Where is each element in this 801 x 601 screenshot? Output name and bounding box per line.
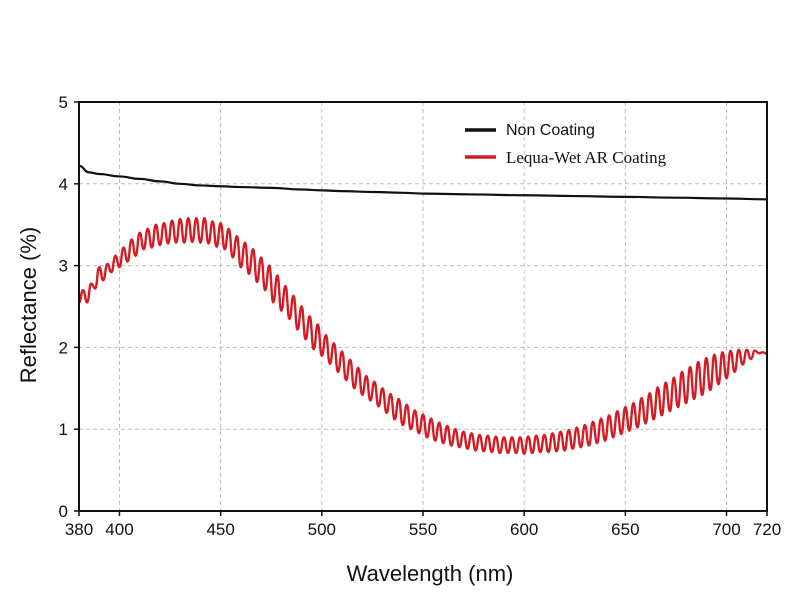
series-line-non-coating (77, 164, 769, 201)
y-tick-label-2: 2 (59, 338, 68, 357)
x-tick-label-450: 450 (206, 520, 234, 539)
y-tick-label-3: 3 (59, 257, 68, 276)
series-line-ar-coating (77, 216, 769, 455)
y-tick-label-5: 5 (59, 93, 68, 112)
x-axis-ticks: 380 400 450 500 550 600 650 700 720 (65, 511, 781, 539)
x-tick-label-600: 600 (510, 520, 538, 539)
x-axis-title: Wavelength (nm) (347, 561, 514, 586)
x-tick-label-500: 500 (308, 520, 336, 539)
x-tick-label-550: 550 (409, 520, 437, 539)
grid (79, 102, 767, 511)
y-tick-label-1: 1 (59, 420, 68, 439)
legend-label-non-coating: Non Coating (506, 122, 595, 139)
legend: Non Coating Lequa-Wet AR Coating (465, 122, 667, 167)
y-axis-title: Reflectance (%) (16, 227, 41, 384)
y-tick-label-0: 0 (59, 502, 68, 521)
x-tick-label-400: 400 (105, 520, 133, 539)
x-tick-label-720: 720 (753, 520, 781, 539)
x-tick-label-650: 650 (611, 520, 639, 539)
legend-label-ar-coating: Lequa-Wet AR Coating (506, 148, 667, 167)
series-layer (77, 164, 769, 455)
y-tick-label-4: 4 (59, 175, 68, 194)
y-axis-ticks: 0 1 2 3 4 5 (59, 93, 79, 521)
x-tick-label-380: 380 (65, 520, 93, 539)
x-tick-label-700: 700 (712, 520, 740, 539)
